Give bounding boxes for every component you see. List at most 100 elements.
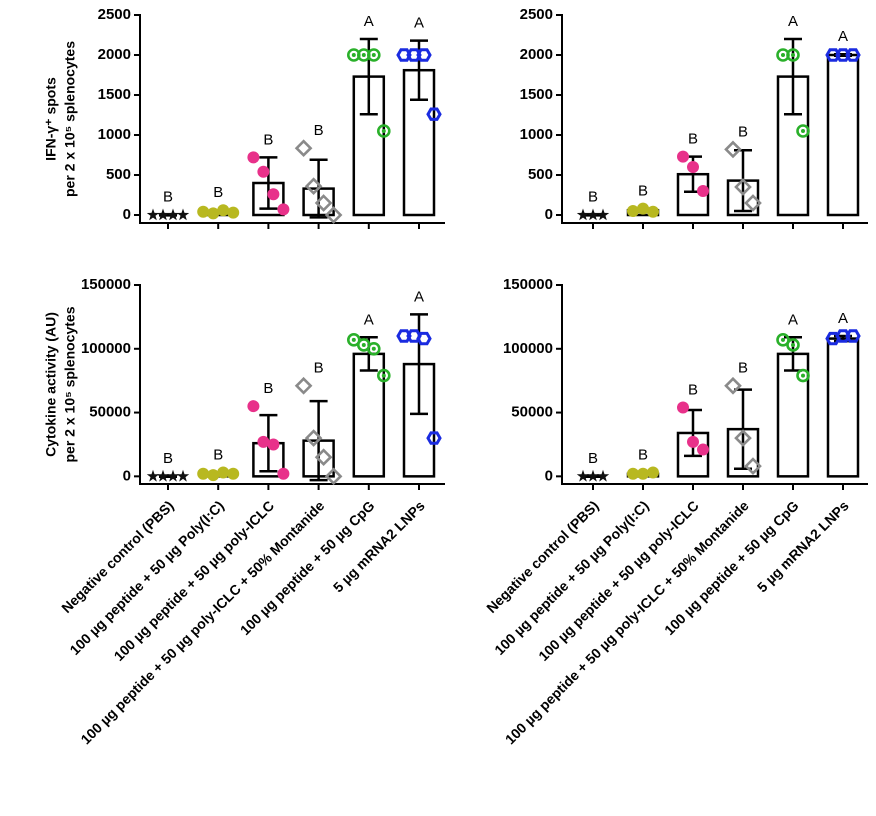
point bbox=[734, 178, 752, 196]
y-tick-label: 150000 bbox=[503, 276, 553, 293]
point bbox=[776, 333, 790, 347]
point-center bbox=[381, 129, 386, 133]
point bbox=[825, 48, 841, 62]
point-center bbox=[781, 53, 785, 57]
y-tick-label: 500 bbox=[106, 166, 131, 183]
point bbox=[267, 438, 280, 451]
significance-letter: B bbox=[638, 446, 648, 463]
point bbox=[796, 124, 810, 138]
point-ring bbox=[786, 48, 800, 62]
y-tick-label: 500 bbox=[528, 166, 553, 183]
significance-letter: B bbox=[263, 131, 273, 148]
significance-letter: B bbox=[213, 184, 223, 201]
point bbox=[596, 469, 610, 482]
point bbox=[647, 205, 659, 218]
y-tick-label: 0 bbox=[123, 206, 131, 223]
y-tick-label: 100000 bbox=[81, 340, 131, 357]
point-ring bbox=[376, 368, 391, 383]
y-tick-label: 2000 bbox=[520, 46, 553, 63]
point bbox=[176, 208, 190, 221]
x-tick-label: 100 µg peptide + 50 µg poly-ICLC + 50% M… bbox=[77, 497, 327, 747]
point-center bbox=[371, 346, 376, 351]
y-tick-label: 1500 bbox=[520, 86, 553, 103]
point bbox=[207, 207, 220, 220]
significance-letter: A bbox=[414, 15, 424, 32]
point bbox=[314, 448, 333, 467]
significance-letter: B bbox=[163, 189, 173, 206]
point bbox=[176, 469, 190, 482]
point bbox=[166, 208, 180, 221]
point bbox=[366, 341, 381, 356]
point bbox=[156, 208, 170, 221]
y-tick-label: 100000 bbox=[503, 340, 553, 357]
y-tick-label: 2500 bbox=[98, 6, 131, 23]
point-ring bbox=[796, 124, 810, 138]
point-center bbox=[361, 53, 366, 57]
significance-letter: B bbox=[314, 360, 324, 377]
point bbox=[197, 467, 210, 480]
point bbox=[324, 467, 343, 486]
point bbox=[304, 429, 323, 447]
significance-letter: B bbox=[213, 446, 223, 463]
y-tick-label: 0 bbox=[545, 206, 553, 223]
point bbox=[825, 331, 841, 346]
point bbox=[627, 205, 639, 217]
point bbox=[257, 165, 270, 178]
point bbox=[146, 469, 160, 482]
point bbox=[217, 466, 230, 479]
x-tick-label: 5 µg mRNA2 LNPs bbox=[754, 497, 852, 595]
point bbox=[217, 204, 230, 217]
point bbox=[366, 48, 381, 62]
significance-letter: B bbox=[688, 131, 698, 148]
y-tick-label: 50000 bbox=[89, 404, 131, 421]
y-tick-label: 1500 bbox=[98, 86, 131, 103]
point-ring bbox=[366, 341, 381, 356]
point-center bbox=[371, 53, 376, 57]
point-center bbox=[791, 53, 795, 57]
y-axis-label: IFN-γ⁺ spots bbox=[43, 77, 59, 161]
point bbox=[304, 177, 323, 196]
significance-letter: A bbox=[364, 311, 374, 328]
point bbox=[267, 188, 280, 201]
point bbox=[277, 467, 290, 480]
point bbox=[207, 469, 220, 482]
point-center bbox=[351, 53, 356, 57]
y-tick-label: 1000 bbox=[98, 126, 131, 143]
y-tick-label: 150000 bbox=[81, 276, 131, 293]
point-ring bbox=[786, 338, 800, 352]
point bbox=[146, 208, 160, 221]
point-center bbox=[801, 373, 805, 378]
point bbox=[406, 329, 422, 343]
bar bbox=[826, 337, 860, 478]
point-center bbox=[781, 337, 785, 342]
significance-letter: B bbox=[738, 123, 748, 140]
y-axis-label: per 2 x 10⁵ splenocytes bbox=[62, 41, 78, 197]
significance-letter: B bbox=[314, 122, 324, 139]
point-ring bbox=[776, 333, 790, 347]
point bbox=[197, 205, 210, 218]
point bbox=[247, 400, 260, 413]
point bbox=[426, 431, 442, 445]
point-ring bbox=[796, 368, 810, 383]
point bbox=[346, 333, 361, 347]
point bbox=[247, 151, 260, 164]
error-bar bbox=[410, 313, 428, 416]
point-center bbox=[801, 129, 805, 133]
point bbox=[697, 443, 709, 456]
y-tick-label: 0 bbox=[545, 467, 553, 484]
y-tick-label: 2000 bbox=[98, 46, 131, 63]
significance-letter: B bbox=[638, 183, 648, 200]
y-tick-label: 2500 bbox=[520, 6, 553, 23]
point-center bbox=[791, 342, 795, 347]
point bbox=[687, 161, 699, 173]
point bbox=[396, 48, 412, 62]
point bbox=[294, 139, 313, 158]
y-tick-label: 1000 bbox=[520, 126, 553, 143]
point bbox=[845, 329, 861, 343]
point bbox=[677, 150, 689, 163]
significance-letter: B bbox=[263, 380, 273, 397]
y-tick-label: 0 bbox=[123, 467, 131, 484]
point-ring bbox=[376, 124, 391, 138]
point bbox=[376, 124, 391, 138]
